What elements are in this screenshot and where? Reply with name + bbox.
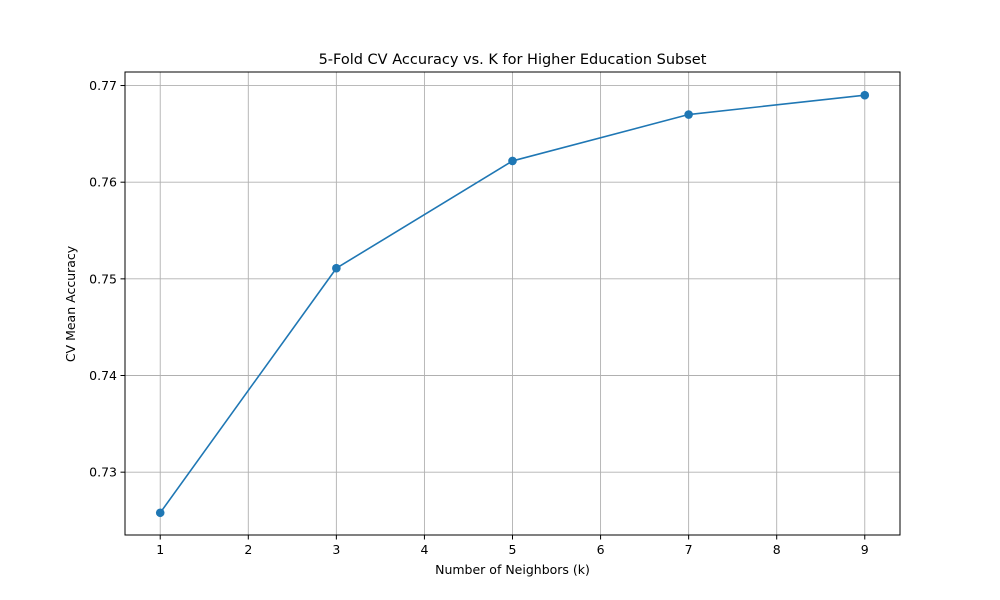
- grid-lines: [125, 72, 900, 535]
- x-axis-label: Number of Neighbors (k): [435, 562, 590, 577]
- x-axis: 1 2 3 4 5 6 7 8 9: [156, 535, 869, 557]
- x-tick-label: 1: [156, 542, 164, 557]
- x-tick-label: 3: [332, 542, 340, 557]
- series-group: [155, 90, 870, 518]
- y-tick-label: 0.73: [89, 465, 117, 480]
- x-tick-label: 5: [509, 542, 517, 557]
- data-point: [860, 90, 870, 100]
- data-point: [155, 508, 165, 518]
- x-tick-label: 9: [861, 542, 869, 557]
- y-tick-label: 0.75: [89, 271, 117, 286]
- x-tick-label: 2: [244, 542, 252, 557]
- y-axis: 0.73 0.74 0.75 0.76 0.77: [89, 78, 125, 480]
- x-tick-label: 6: [597, 542, 605, 557]
- data-point: [508, 156, 517, 166]
- chart-title: 5-Fold CV Accuracy vs. K for Higher Educ…: [319, 52, 707, 68]
- y-tick-label: 0.74: [89, 368, 117, 383]
- x-tick-label: 7: [685, 542, 693, 557]
- x-tick-label: 8: [773, 542, 781, 557]
- data-point: [684, 110, 693, 119]
- y-axis-label: CV Mean Accuracy: [63, 245, 78, 362]
- x-tick-label: 4: [420, 542, 428, 557]
- data-point: [332, 263, 341, 273]
- y-tick-label: 0.77: [89, 78, 117, 93]
- y-tick-label: 0.76: [89, 175, 117, 190]
